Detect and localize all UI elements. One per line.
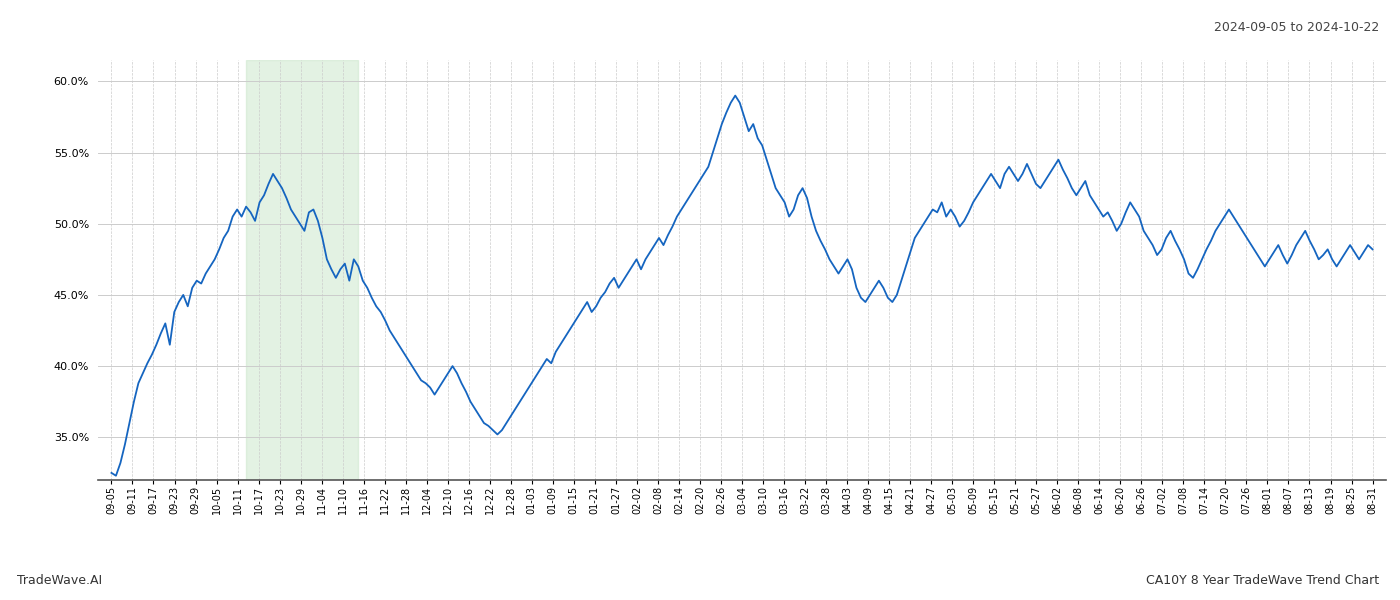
Text: 2024-09-05 to 2024-10-22: 2024-09-05 to 2024-10-22 (1214, 21, 1379, 34)
Text: TradeWave.AI: TradeWave.AI (17, 574, 102, 587)
Text: CA10Y 8 Year TradeWave Trend Chart: CA10Y 8 Year TradeWave Trend Chart (1145, 574, 1379, 587)
Bar (246, 60, 358, 480)
